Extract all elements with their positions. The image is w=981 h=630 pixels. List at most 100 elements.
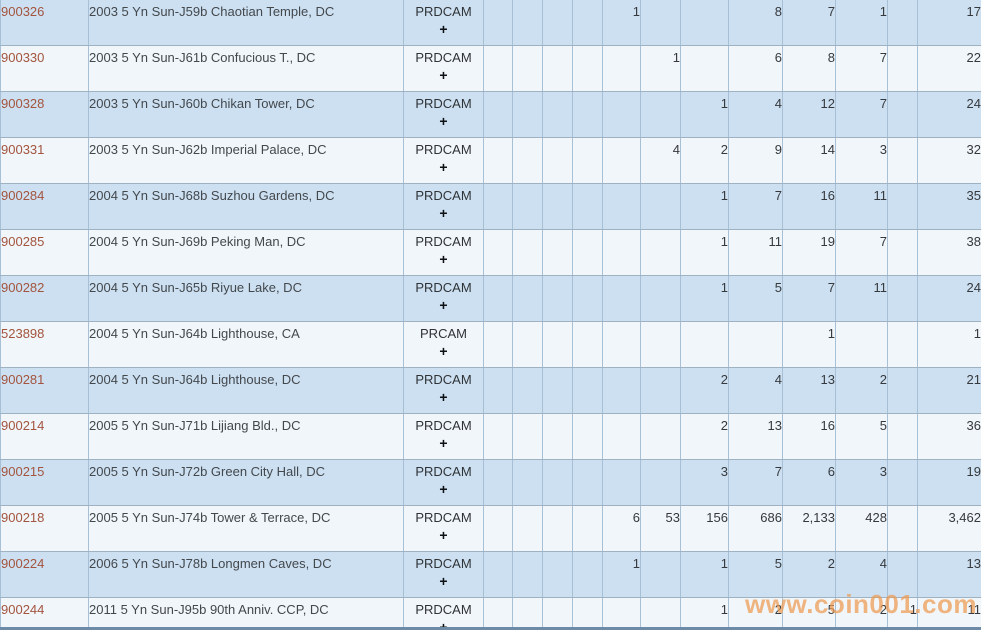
count-cell: 2 [835,597,888,630]
coin-id-cell: 900218 [0,505,89,552]
coin-id-cell: 900331 [0,137,89,184]
table-row: 523898 2004 5 Yn Sun-J64b Lighthouse, CA P… [0,321,981,368]
count-cell: 16 [782,183,836,230]
grade-type-cell: PRDCAM + [403,137,484,184]
count-cell [640,321,681,368]
coin-id-link[interactable]: 900330 [1,50,45,65]
count-cell: 7 [728,183,783,230]
table-row: 900330 2003 5 Yn Sun-J61b Confucious T., … [0,45,981,92]
expand-plus-icon[interactable]: + [439,435,448,451]
grade-type-label: PRCAM [420,326,467,341]
expand-plus-icon[interactable]: + [439,389,448,405]
count-cell: 4 [728,367,783,414]
coin-id-cell: 523898 [0,321,89,368]
expand-plus-icon[interactable]: + [439,343,448,359]
coin-id-link[interactable]: 900218 [1,510,45,525]
count-cell [542,229,573,276]
count-cell [483,597,513,630]
count-cell [887,183,918,230]
coin-id-cell: 900215 [0,459,89,506]
grade-type-cell: PRDCAM + [403,0,484,46]
count-cell [572,137,603,184]
coin-id-link[interactable]: 523898 [1,326,45,341]
grade-type-label: PRDCAM [415,234,472,249]
count-cell: 1 [602,0,641,46]
count-cell [728,321,783,368]
count-cell: 16 [782,413,836,460]
count-cell [512,137,543,184]
count-cell [542,551,573,598]
grade-type-cell: PRDCAM + [403,597,484,630]
count-cell [640,183,681,230]
coin-description: 2004 5 Yn Sun-J69b Peking Man, DC [88,229,404,276]
count-cell [542,597,573,630]
count-cell: 7 [835,91,888,138]
coin-id-link[interactable]: 900282 [1,280,45,295]
count-cell [887,413,918,460]
grade-type-label: PRDCAM [415,188,472,203]
table-row: 900285 2004 5 Yn Sun-J69b Peking Man, DC P… [0,229,981,276]
coin-id-link[interactable]: 900215 [1,464,45,479]
expand-plus-icon[interactable]: + [439,205,448,221]
count-cell: 9 [728,137,783,184]
coin-id-link[interactable]: 900224 [1,556,45,571]
coin-description: 2004 5 Yn Sun-J64b Lighthouse, CA [88,321,404,368]
coin-description: 2004 5 Yn Sun-J64b Lighthouse, DC [88,367,404,414]
table-row: 900326 2003 5 Yn Sun-J59b Chaotian Temple… [0,0,981,46]
expand-plus-icon[interactable]: + [439,113,448,129]
count-cell [602,275,641,322]
expand-plus-icon[interactable]: + [439,573,448,589]
count-cell: 11 [835,183,888,230]
expand-plus-icon[interactable]: + [439,159,448,175]
table-row: 900282 2004 5 Yn Sun-J65b Riyue Lake, DC P… [0,275,981,322]
count-cell [483,413,513,460]
count-cell [512,597,543,630]
count-cell: 4 [835,551,888,598]
count-cell [887,0,918,46]
coin-id-link[interactable]: 900214 [1,418,45,433]
count-cell [602,229,641,276]
coin-id-link[interactable]: 900328 [1,96,45,111]
count-cell [640,275,681,322]
count-cell: 7 [782,0,836,46]
count-cell: 1 [887,597,918,630]
coin-description: 2005 5 Yn Sun-J71b Lijiang Bld., DC [88,413,404,460]
count-cell [680,45,729,92]
total-count-cell: 17 [917,0,981,46]
expand-plus-icon[interactable]: + [439,67,448,83]
expand-plus-icon[interactable]: + [439,527,448,543]
count-cell [512,45,543,92]
count-cell [572,275,603,322]
expand-plus-icon[interactable]: + [439,297,448,313]
count-cell [483,321,513,368]
coin-description: 2005 5 Yn Sun-J74b Tower & Terrace, DC [88,505,404,552]
total-count-cell: 1 [917,321,981,368]
coin-id-link[interactable]: 900284 [1,188,45,203]
coin-id-link[interactable]: 900281 [1,372,45,387]
expand-plus-icon[interactable]: + [439,251,448,267]
count-cell [512,505,543,552]
grade-type-label: PRDCAM [415,418,472,433]
expand-plus-icon[interactable]: + [439,619,448,630]
coin-id-link[interactable]: 900244 [1,602,45,617]
count-cell: 13 [728,413,783,460]
grade-type-label: PRDCAM [415,464,472,479]
total-count-cell: 36 [917,413,981,460]
table-row: 900215 2005 5 Yn Sun-J72b Green City Hall… [0,459,981,506]
grade-type-cell: PRDCAM + [403,183,484,230]
count-cell [572,45,603,92]
count-cell [572,597,603,630]
coin-id-link[interactable]: 900331 [1,142,45,157]
count-cell [542,275,573,322]
count-cell [542,459,573,506]
coin-id-link[interactable]: 900285 [1,234,45,249]
total-count-cell: 24 [917,275,981,322]
count-cell: 6 [782,459,836,506]
count-cell [512,91,543,138]
count-cell: 3 [680,459,729,506]
coin-id-link[interactable]: 900326 [1,4,45,19]
total-count-cell: 38 [917,229,981,276]
expand-plus-icon[interactable]: + [439,21,448,37]
expand-plus-icon[interactable]: + [439,481,448,497]
